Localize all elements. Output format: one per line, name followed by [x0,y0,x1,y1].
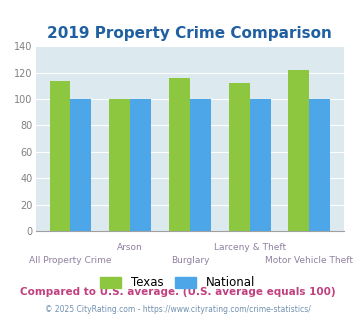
Bar [50,81,70,231]
Text: Compared to U.S. average. (U.S. average equals 100): Compared to U.S. average. (U.S. average … [20,287,335,297]
Bar [289,70,310,231]
Text: © 2025 CityRating.com - https://www.cityrating.com/crime-statistics/: © 2025 CityRating.com - https://www.city… [45,305,310,314]
Text: Arson: Arson [117,243,143,251]
Title: 2019 Property Crime Comparison: 2019 Property Crime Comparison [48,26,332,41]
Bar [250,99,271,231]
Bar [169,78,190,231]
Text: Motor Vehicle Theft: Motor Vehicle Theft [266,256,354,265]
Text: Larceny & Theft: Larceny & Theft [214,243,286,251]
Bar [70,99,91,231]
Bar [109,99,130,231]
Bar [310,99,330,231]
Legend: Texas, National: Texas, National [95,272,260,294]
Text: Burglary: Burglary [171,256,209,265]
Bar [229,83,250,231]
Bar [190,99,211,231]
Bar [130,99,151,231]
Text: All Property Crime: All Property Crime [29,256,112,265]
